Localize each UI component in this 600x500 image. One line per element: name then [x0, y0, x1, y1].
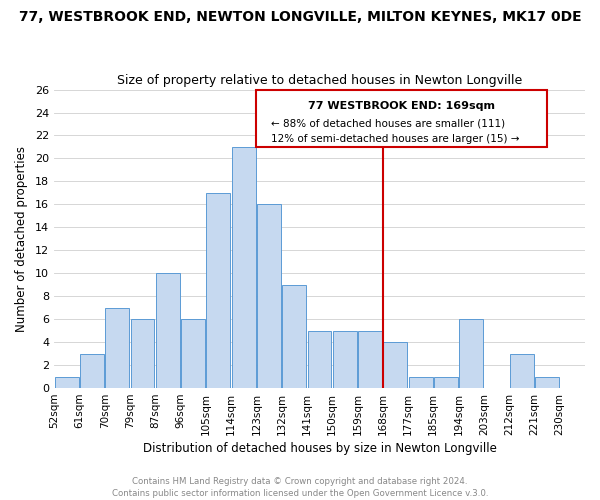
X-axis label: Distribution of detached houses by size in Newton Longville: Distribution of detached houses by size …	[143, 442, 496, 455]
Bar	[106, 308, 129, 388]
Bar	[55, 376, 79, 388]
Bar	[156, 274, 180, 388]
Bar	[206, 193, 230, 388]
Bar	[358, 330, 382, 388]
Bar	[434, 376, 458, 388]
Bar	[308, 330, 331, 388]
Title: Size of property relative to detached houses in Newton Longville: Size of property relative to detached ho…	[117, 74, 522, 87]
Bar	[257, 204, 281, 388]
Text: Contains HM Land Registry data © Crown copyright and database right 2024.
Contai: Contains HM Land Registry data © Crown c…	[112, 476, 488, 498]
Bar	[181, 319, 205, 388]
Bar	[535, 376, 559, 388]
Bar	[232, 147, 256, 388]
Bar	[459, 319, 483, 388]
Bar	[283, 284, 306, 388]
Bar	[383, 342, 407, 388]
Bar	[80, 354, 104, 388]
Bar	[333, 330, 357, 388]
Bar	[409, 376, 433, 388]
Bar	[510, 354, 534, 388]
Bar	[131, 319, 154, 388]
Text: 77, WESTBROOK END, NEWTON LONGVILLE, MILTON KEYNES, MK17 0DE: 77, WESTBROOK END, NEWTON LONGVILLE, MIL…	[19, 10, 581, 24]
Y-axis label: Number of detached properties: Number of detached properties	[15, 146, 28, 332]
